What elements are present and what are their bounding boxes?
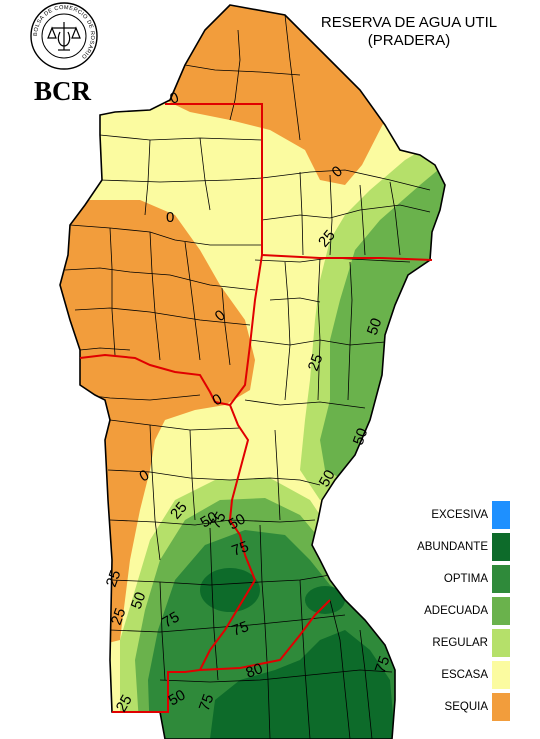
- legend-item-escasa: ESCASA: [412, 658, 522, 690]
- title-line-1: RESERVA DE AGUA UTIL: [320, 14, 498, 31]
- region-line-south-east: [199, 599, 331, 671]
- contour-label: 80: [244, 660, 265, 682]
- region-line-center: [228, 254, 263, 581]
- contour-label: 0: [166, 209, 174, 226]
- bcr-seal: BOLSA DE COMERCIO DE ROSARIO: [30, 2, 98, 70]
- legend-label: OPTIMA: [443, 573, 488, 585]
- seal-inner-ring: [41, 13, 87, 59]
- legend-item-adecuada: ADECUADA: [412, 594, 522, 626]
- legend-item-sequia: SEQUIA: [412, 690, 522, 722]
- contour-label: 50: [316, 467, 339, 490]
- contour-label: 25: [305, 352, 327, 373]
- contour-label: 50: [226, 510, 249, 533]
- department-boundaries: [64, 14, 431, 739]
- legend-label: SEQUIA: [444, 701, 488, 713]
- legend-label: ADECUADA: [424, 605, 488, 617]
- legend-item-excesiva: EXCESIVA: [412, 498, 522, 530]
- province-outline: [59, 4, 446, 739]
- contour-label: 50: [350, 426, 372, 447]
- contour-label: 25: [108, 606, 130, 627]
- region-boundaries: [79, 103, 433, 713]
- title-line-2: (PRADERA): [367, 32, 451, 49]
- contour-label: 50: [198, 508, 221, 531]
- legend-item-regular: REGULAR: [412, 626, 522, 658]
- contour-label: 25: [113, 692, 136, 715]
- contour-label: 50: [128, 590, 150, 611]
- legend: EXCESIVA ABUNDANTE OPTIMA ADECUADA REGUL…: [412, 498, 522, 722]
- legend-label: ABUNDANTE: [417, 541, 488, 553]
- legend-label: REGULAR: [432, 637, 488, 649]
- region-line-west: [79, 353, 231, 406]
- region-line-center-east: [261, 254, 433, 261]
- legend-item-abundante: ABUNDANTE: [412, 530, 522, 562]
- contour-label: 75: [372, 654, 394, 675]
- zone-abundante-patch-2: [305, 586, 345, 614]
- zone-abundante-patch: [200, 568, 260, 612]
- legend-label: ESCASA: [441, 669, 488, 681]
- legend-swatch: [492, 629, 510, 657]
- legend-item-optima: OPTIMA: [412, 562, 522, 594]
- map-title: RESERVA DE AGUA UTIL (PRADERA): [294, 14, 524, 50]
- contour-label: 75: [196, 692, 218, 713]
- legend-swatch: [492, 693, 510, 721]
- contour-label: 75: [230, 618, 251, 640]
- legend-swatch: [492, 661, 510, 689]
- legend-swatch: [492, 565, 510, 593]
- scales-icon: [47, 22, 81, 51]
- region-line-north: [165, 103, 263, 255]
- contour-label: 50: [364, 316, 386, 337]
- contour-label: 75: [160, 608, 183, 631]
- legend-label: EXCESIVA: [431, 509, 488, 521]
- bcr-logo-text: BCR: [34, 76, 92, 106]
- contour-label: 25: [103, 568, 125, 589]
- zone-adecuada-east: [320, 160, 445, 478]
- legend-swatch: [492, 597, 510, 625]
- zone-abundante-south: [210, 630, 395, 739]
- legend-swatch: [492, 533, 510, 561]
- contour-label: 75: [207, 509, 230, 532]
- contour-label: 50: [166, 686, 189, 709]
- legend-swatch: [492, 501, 510, 529]
- contour-label: 75: [230, 538, 251, 560]
